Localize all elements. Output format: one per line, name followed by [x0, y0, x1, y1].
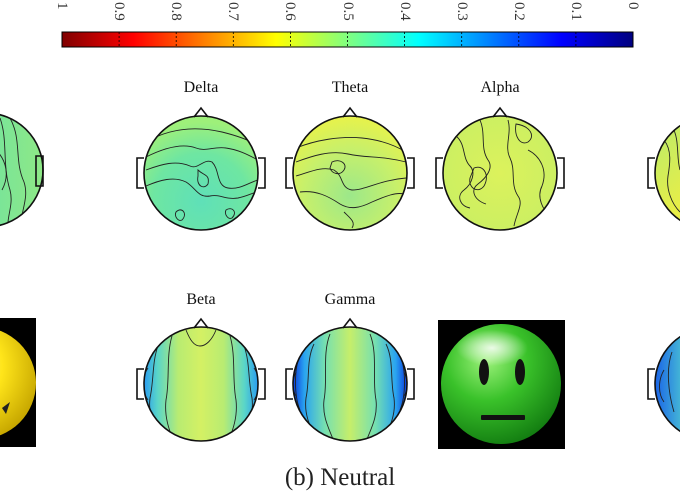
scalp-map-gamma: [285, 317, 415, 442]
band-label-alpha: Alpha: [480, 79, 520, 96]
emoji-right-eye: [515, 359, 525, 385]
scalp-map-right-partial-top: [647, 124, 680, 222]
scalp-map-alpha: [435, 106, 565, 231]
band-label-delta: Delta: [183, 79, 219, 96]
band-label-theta: Theta: [331, 79, 369, 96]
emoji-partial-left: [0, 318, 36, 447]
emoji-neutral: [438, 320, 565, 449]
scalp-map-theta: [285, 106, 415, 231]
emoji-mouth: [481, 415, 525, 420]
scalp-map-delta: [136, 106, 266, 231]
figure-caption: (b) Neutral: [284, 464, 396, 491]
colorbar-ticks: [118, 32, 577, 47]
scalp-map-beta: [136, 317, 266, 442]
scalp-map-right-partial-bottom: [647, 335, 680, 433]
scalp-map-left-partial-top: [0, 113, 44, 227]
colorbar: [61, 31, 634, 48]
emoji-left-eye: [479, 359, 489, 385]
scalp-maps: [0, 106, 680, 449]
band-label-gamma: Gamma: [324, 291, 376, 308]
band-label-beta: Beta: [186, 291, 216, 308]
